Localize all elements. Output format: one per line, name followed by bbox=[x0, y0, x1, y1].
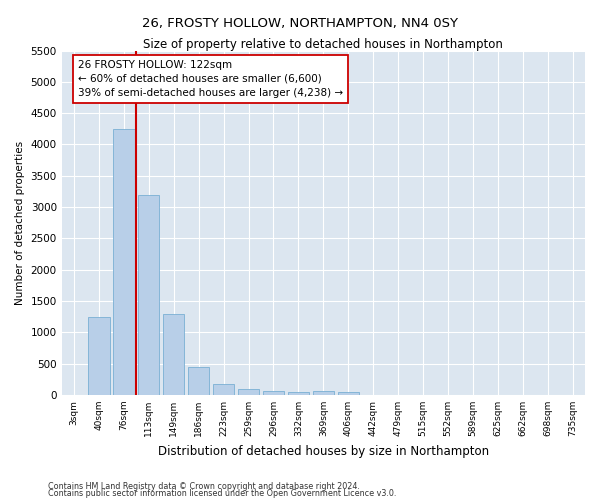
Bar bbox=[113, 129, 134, 395]
Y-axis label: Number of detached properties: Number of detached properties bbox=[15, 140, 25, 305]
Bar bbox=[313, 392, 334, 395]
Bar bbox=[88, 316, 110, 395]
X-axis label: Distribution of detached houses by size in Northampton: Distribution of detached houses by size … bbox=[158, 444, 489, 458]
Bar bbox=[263, 391, 284, 395]
Bar bbox=[163, 314, 184, 395]
Text: 26, FROSTY HOLLOW, NORTHAMPTON, NN4 0SY: 26, FROSTY HOLLOW, NORTHAMPTON, NN4 0SY bbox=[142, 18, 458, 30]
Bar bbox=[288, 392, 309, 395]
Title: Size of property relative to detached houses in Northampton: Size of property relative to detached ho… bbox=[143, 38, 503, 51]
Text: Contains HM Land Registry data © Crown copyright and database right 2024.: Contains HM Land Registry data © Crown c… bbox=[48, 482, 360, 491]
Text: 26 FROSTY HOLLOW: 122sqm
← 60% of detached houses are smaller (6,600)
39% of sem: 26 FROSTY HOLLOW: 122sqm ← 60% of detach… bbox=[78, 60, 343, 98]
Text: Contains public sector information licensed under the Open Government Licence v3: Contains public sector information licen… bbox=[48, 489, 397, 498]
Bar bbox=[338, 392, 359, 395]
Bar bbox=[188, 366, 209, 395]
Bar bbox=[238, 390, 259, 395]
Bar bbox=[138, 194, 160, 395]
Bar bbox=[213, 384, 234, 395]
